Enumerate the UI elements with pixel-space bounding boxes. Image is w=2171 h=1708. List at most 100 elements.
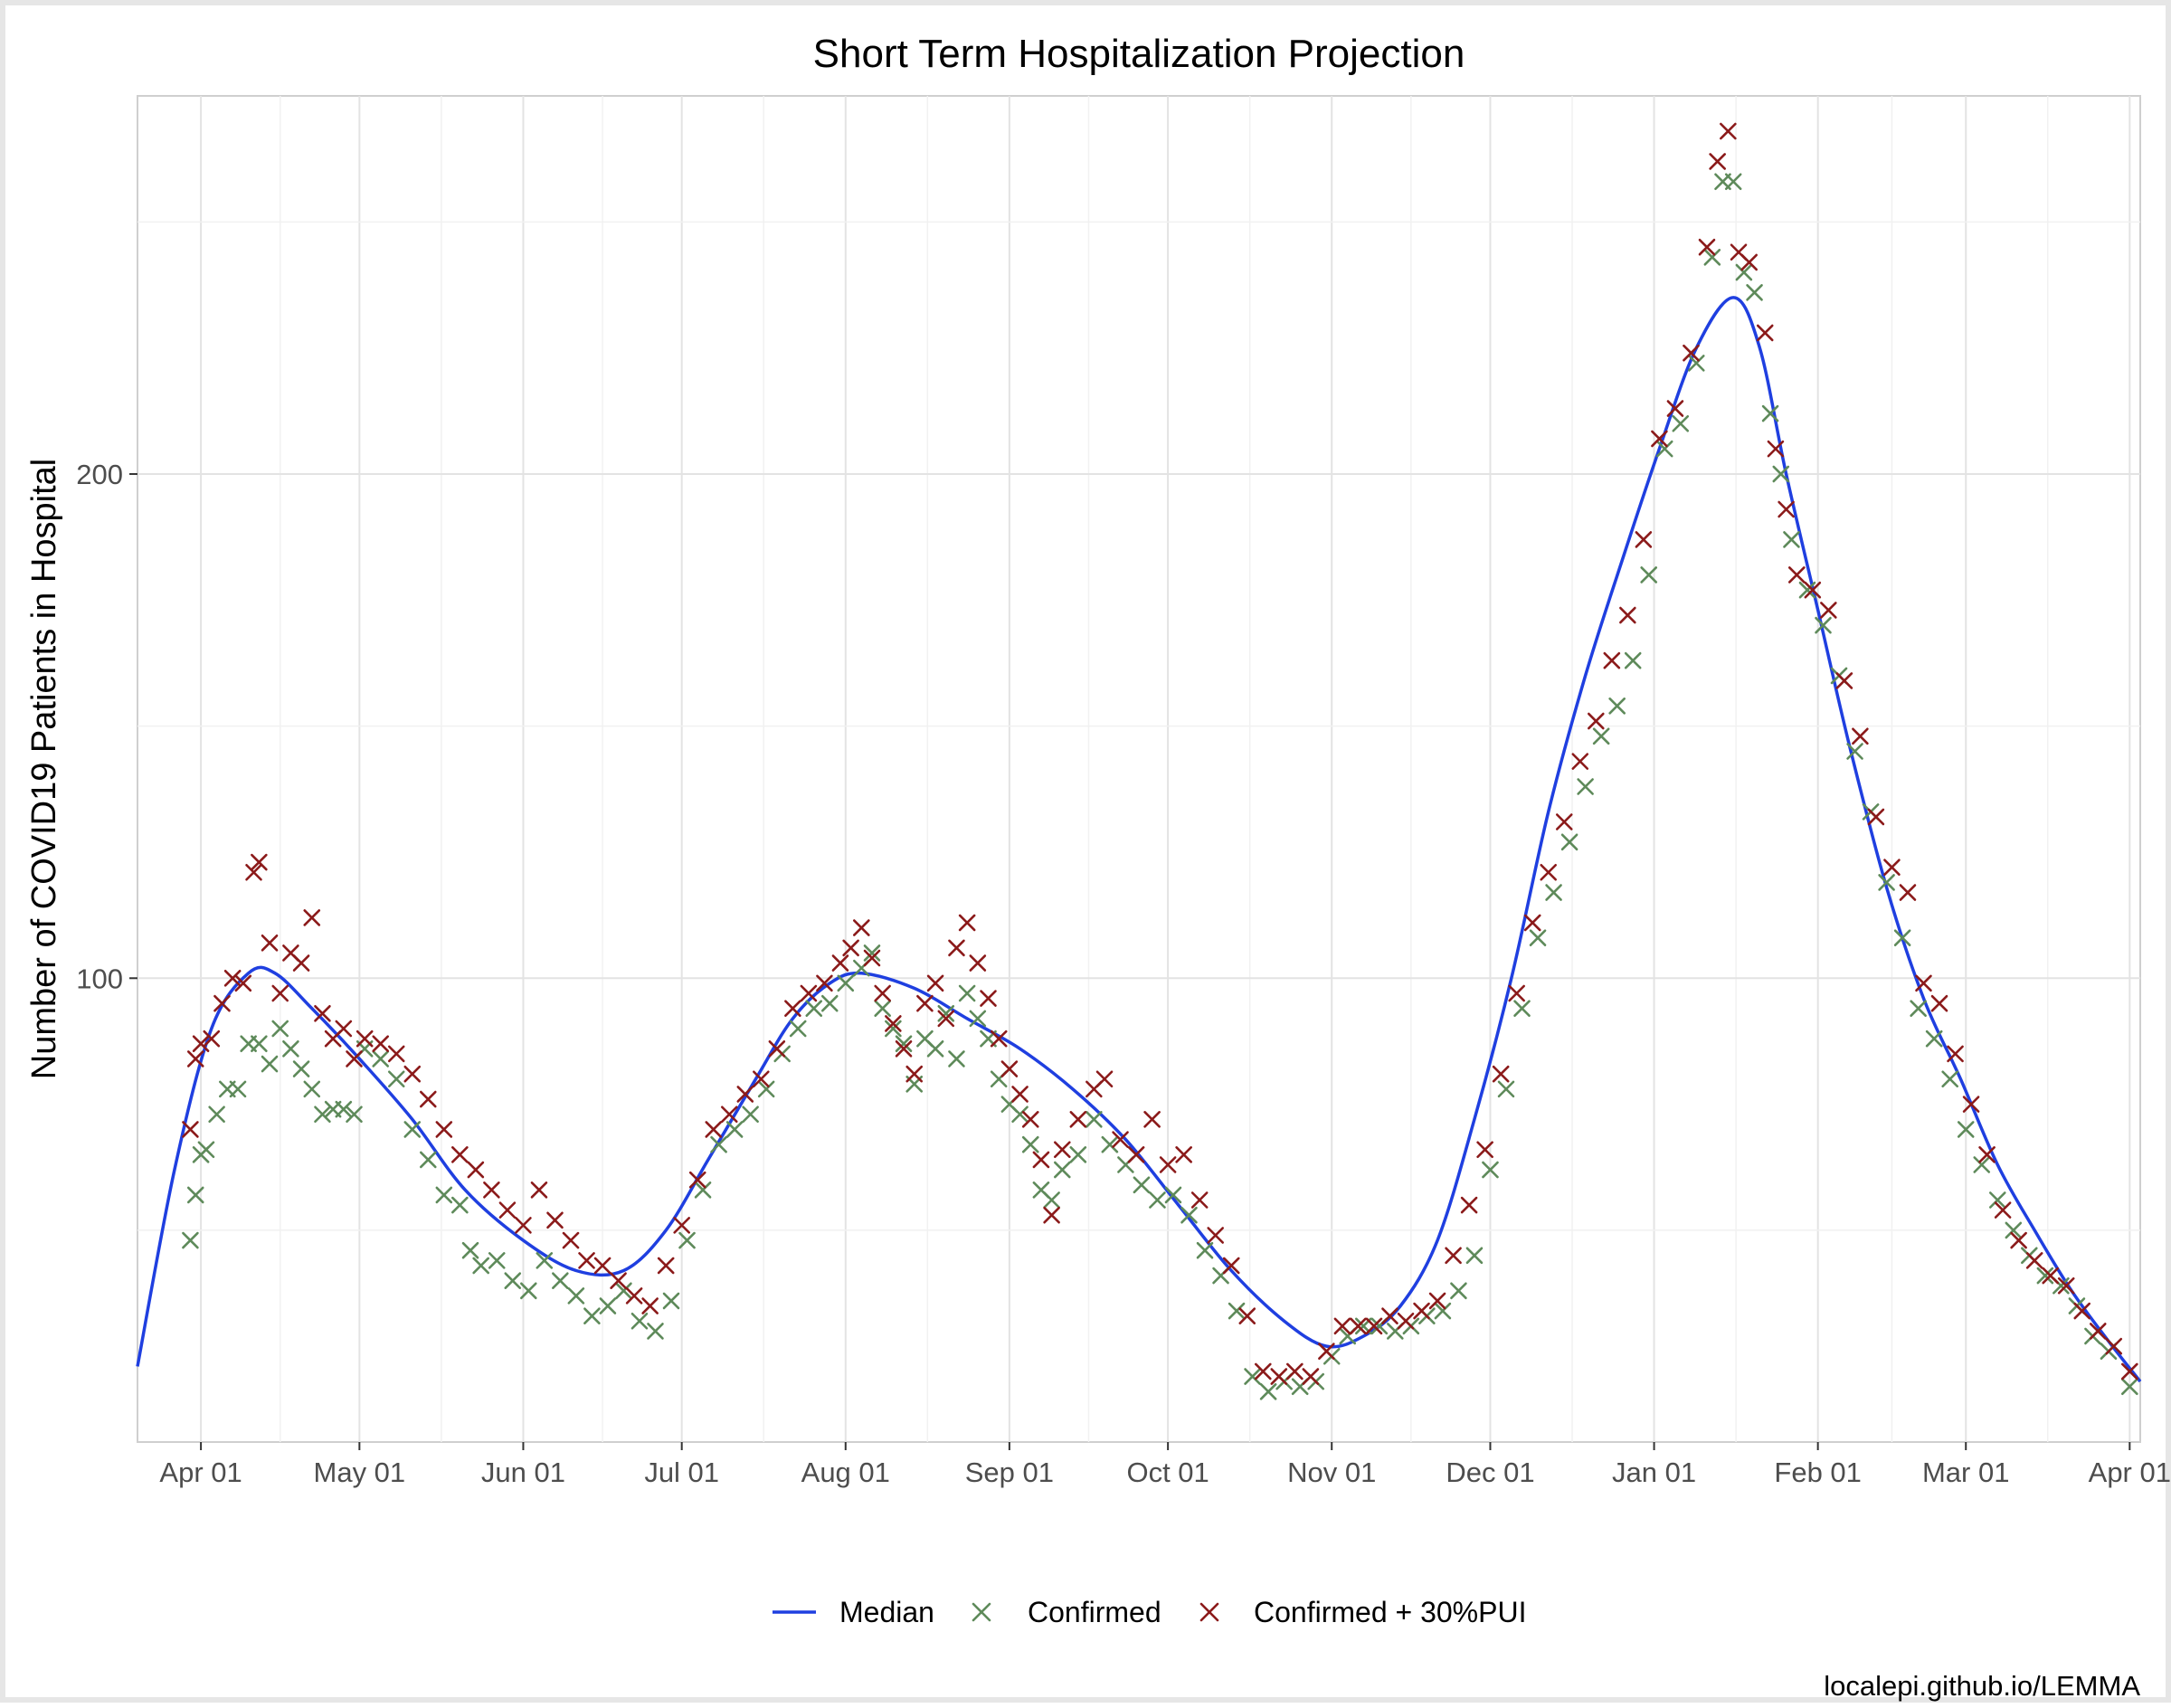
confirmed-pui-point bbox=[1899, 884, 1917, 901]
x-tick-label: Mar 01 bbox=[1922, 1457, 2009, 1488]
x-tick-label: Dec 01 bbox=[1446, 1457, 1534, 1488]
confirmed-point bbox=[1878, 874, 1895, 891]
confirmed-pui-point bbox=[1190, 1191, 1209, 1209]
confirmed-point bbox=[948, 1050, 965, 1068]
confirmed-point bbox=[1513, 1000, 1531, 1018]
confirmed-pui-point bbox=[1270, 1368, 1288, 1385]
confirmed-pui-point bbox=[1635, 531, 1653, 548]
confirmed-pui-point bbox=[916, 994, 934, 1012]
confirmed-point bbox=[197, 1141, 215, 1159]
confirmed-pui-point bbox=[1365, 1317, 1383, 1335]
confirmed-point bbox=[805, 1000, 823, 1018]
confirmed-point bbox=[282, 1040, 299, 1058]
confirmed-pui-point bbox=[1143, 1111, 1161, 1128]
confirmed-pui-point bbox=[483, 1181, 500, 1199]
confirmed-point bbox=[461, 1241, 479, 1259]
confirmed-pui-point bbox=[303, 909, 321, 926]
confirmed-point bbox=[1846, 743, 1863, 760]
confirmed-point bbox=[969, 1010, 987, 1028]
confirmed-pui-point bbox=[1666, 400, 1684, 417]
confirmed-pui-point bbox=[705, 1121, 723, 1138]
confirmed-pui-point bbox=[1032, 1151, 1050, 1169]
legend-item-confirmed-pui: Confirmed + 30%PUI bbox=[1199, 1596, 1526, 1628]
confirmed-point bbox=[488, 1252, 506, 1269]
confirmed-pui-point bbox=[1709, 153, 1726, 170]
confirmed-pui-point bbox=[1978, 1146, 1996, 1163]
confirmed-pui-point bbox=[885, 1015, 902, 1032]
confirmed-pui-point bbox=[1523, 914, 1541, 932]
legend-item-median: Median bbox=[773, 1596, 934, 1628]
confirmed-pui-point bbox=[1254, 1362, 1272, 1381]
confirmed-point bbox=[1259, 1382, 1277, 1400]
confirmed-point bbox=[885, 1020, 902, 1038]
confirmed-point bbox=[1941, 1070, 1958, 1088]
confirmed-pui-point bbox=[816, 974, 833, 992]
confirmed-point bbox=[662, 1292, 680, 1310]
confirmed-pui-point bbox=[1053, 1141, 1071, 1159]
y-axis-label: Number of COVID19 Patients in Hospital bbox=[25, 459, 63, 1079]
confirmed-pui-point bbox=[1476, 1141, 1493, 1159]
confirmed-point bbox=[1196, 1241, 1214, 1259]
confirmed-pui-point bbox=[1756, 324, 1774, 342]
confirmed-point bbox=[1450, 1282, 1467, 1300]
confirmed-pui-point bbox=[1740, 253, 1759, 271]
confirmed-pui-point bbox=[2121, 1362, 2138, 1381]
confirmed-pui-point bbox=[1651, 430, 1668, 448]
confirmed-point bbox=[229, 1080, 247, 1098]
confirmed-pui-point bbox=[1835, 672, 1853, 689]
confirmed-point bbox=[1545, 884, 1562, 901]
confirmed-pui-point bbox=[1381, 1307, 1398, 1324]
confirmed-pui-point bbox=[546, 1211, 564, 1229]
confirmed-pui-point bbox=[419, 1090, 437, 1108]
confirmed-pui-point bbox=[251, 853, 268, 871]
confirmed-pui-point bbox=[234, 974, 252, 992]
x-tick-label: Aug 01 bbox=[801, 1457, 890, 1488]
confirmed-pui-point bbox=[1302, 1368, 1320, 1385]
confirmed-point bbox=[387, 1070, 405, 1088]
confirmed-point bbox=[694, 1181, 712, 1199]
confirmed-pui-point bbox=[1962, 1096, 1980, 1113]
confirmed-point bbox=[1608, 697, 1626, 715]
confirmed-pui-point bbox=[1238, 1307, 1256, 1324]
confirmed-pui-point bbox=[387, 1045, 405, 1063]
confirmed-point bbox=[1133, 1176, 1151, 1194]
confirmed-pui-point bbox=[292, 954, 310, 972]
confirmed-pui-point bbox=[203, 1030, 221, 1048]
x-tick-label: Jun 01 bbox=[481, 1457, 565, 1488]
confirmed-pui-point bbox=[1588, 712, 1605, 730]
confirmed-pui-point bbox=[2073, 1302, 2091, 1320]
x-tick-label: Oct 01 bbox=[1126, 1457, 1209, 1488]
confirmed-pui-point bbox=[800, 984, 818, 1002]
confirmed-pui-point bbox=[314, 1004, 331, 1022]
confirmed-point bbox=[1069, 1146, 1087, 1163]
confirmed-point bbox=[519, 1282, 537, 1300]
confirmed-pui-point bbox=[980, 990, 997, 1007]
confirmed-pui-point bbox=[1011, 1086, 1029, 1103]
confirmed-point bbox=[615, 1282, 632, 1300]
x-tick-label: Apr 01 bbox=[159, 1457, 242, 1488]
confirmed-pui-point bbox=[1043, 1206, 1060, 1224]
confirmed-pui-point bbox=[948, 939, 965, 957]
confirmed-point bbox=[335, 1100, 353, 1118]
confirmed-pui-point bbox=[335, 1020, 353, 1038]
confirmed-point bbox=[1164, 1186, 1182, 1204]
confirmed-point bbox=[1497, 1080, 1515, 1098]
confirmed-point bbox=[303, 1080, 321, 1098]
confirmed-point bbox=[186, 1186, 204, 1204]
confirmed-point bbox=[1761, 404, 1779, 422]
confirmed-pui-point bbox=[1445, 1247, 1462, 1265]
confirmed-point bbox=[1957, 1121, 1975, 1138]
confirmed-pui-point bbox=[768, 1040, 786, 1058]
confirmed-pui-point bbox=[1852, 727, 1869, 745]
confirmed-pui-point bbox=[1021, 1111, 1039, 1128]
x-tick-label: Jul 01 bbox=[644, 1457, 719, 1488]
confirmed-point bbox=[958, 984, 976, 1002]
confirmed-pui-point bbox=[2010, 1231, 2027, 1249]
confirmed-point bbox=[1228, 1302, 1246, 1320]
x-axis-ticks: Apr 01 May 01 Jun 01 Jul 01 Aug 01 Sep 01 Oct … bbox=[159, 1442, 2171, 1488]
confirmed-point bbox=[1592, 727, 1610, 745]
confirmed-point bbox=[1772, 465, 1790, 483]
confirmed-point bbox=[1703, 249, 1721, 266]
confirmed-point bbox=[757, 1080, 775, 1098]
